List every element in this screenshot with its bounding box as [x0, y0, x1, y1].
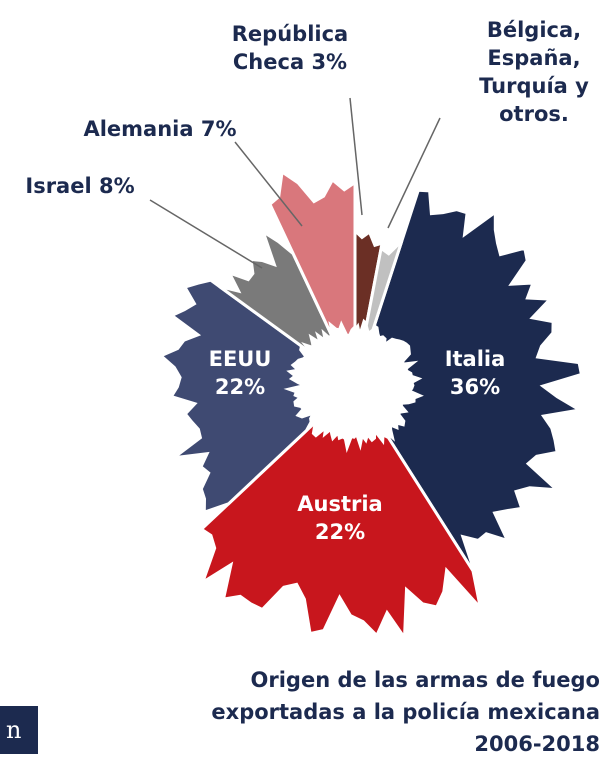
slice-label: Alemania 7% [70, 115, 250, 143]
category-name: Austria [297, 492, 383, 516]
slice-label: Israel 8% [10, 172, 150, 200]
slice-label: Austria 22% [270, 490, 410, 546]
slice-label: EEUU 22% [185, 345, 295, 401]
pie-slice [372, 188, 584, 576]
value-label: 7% [200, 117, 237, 141]
category-name: Israel [25, 174, 92, 198]
leader-line [149, 199, 263, 269]
value-label: 36% [449, 375, 501, 399]
value-label: 8% [98, 174, 135, 198]
side-fragment: n [0, 706, 38, 754]
chart-caption: Origen de las armas de fuego exportadas … [211, 668, 600, 756]
value-label: 22% [214, 375, 266, 399]
slice-label: Italia 36% [430, 345, 520, 401]
pie-slice [199, 417, 483, 643]
pie-slice [364, 239, 404, 336]
category-name: República Checa [231, 22, 349, 74]
slice-label: Bélgica, España, Turquía y otros. [468, 16, 600, 128]
category-name: Bélgica, España, Turquía y otros. [479, 18, 589, 126]
leader-line [387, 117, 441, 229]
slice-label: República Checa 3% [215, 20, 365, 76]
category-name: Italia [444, 347, 506, 371]
category-name: EEUU [208, 347, 272, 371]
leader-line [349, 97, 363, 216]
category-name: Alemania [83, 117, 194, 141]
value-label: 3% [311, 50, 348, 74]
value-label: 22% [314, 520, 366, 544]
leader-line [234, 141, 303, 227]
